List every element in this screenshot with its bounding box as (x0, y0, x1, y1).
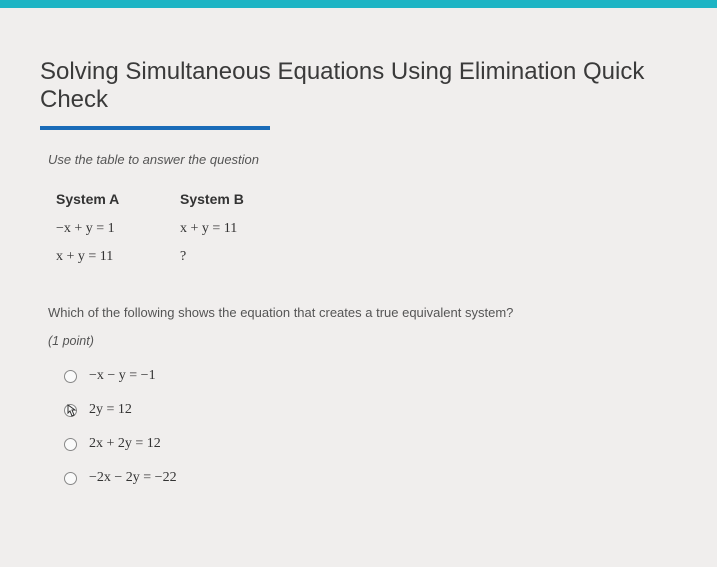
top-accent-bar (0, 0, 717, 8)
instruction-text: Use the table to answer the question (40, 152, 677, 167)
system-a-header: System A (56, 191, 156, 207)
radio-icon (64, 472, 77, 485)
radio-icon (64, 370, 77, 383)
radio-icon (64, 438, 77, 451)
option-2-label: 2y = 12 (89, 402, 132, 418)
cursor-pointer-icon (63, 403, 79, 421)
points-label: (1 point) (40, 334, 677, 348)
option-4[interactable]: −2x − 2y = −22 (64, 470, 677, 486)
option-1-label: −x − y = −1 (89, 368, 156, 384)
question-text: Which of the following shows the equatio… (40, 305, 677, 320)
system-a-eq2: x + y = 11 (56, 249, 156, 265)
system-b-eq2: ? (180, 249, 280, 265)
systems-table: System A System B −x + y = 1 x + y = 11 … (40, 191, 677, 277)
radio-icon (64, 404, 77, 417)
option-3[interactable]: 2x + 2y = 12 (64, 436, 677, 452)
content-area: Solving Simultaneous Equations Using Eli… (0, 8, 717, 524)
options-group: −x − y = −1 2y = 12 2x + 2y = 12 −2x − 2… (40, 368, 677, 486)
option-2[interactable]: 2y = 12 (64, 402, 677, 418)
title-underline (40, 126, 270, 130)
option-1[interactable]: −x − y = −1 (64, 368, 677, 384)
system-a-eq1: −x + y = 1 (56, 221, 156, 237)
system-b-header: System B (180, 191, 280, 207)
system-b-eq1: x + y = 11 (180, 221, 280, 237)
option-3-label: 2x + 2y = 12 (89, 436, 161, 452)
option-4-label: −2x − 2y = −22 (89, 470, 177, 486)
page-title: Solving Simultaneous Equations Using Eli… (40, 58, 677, 114)
